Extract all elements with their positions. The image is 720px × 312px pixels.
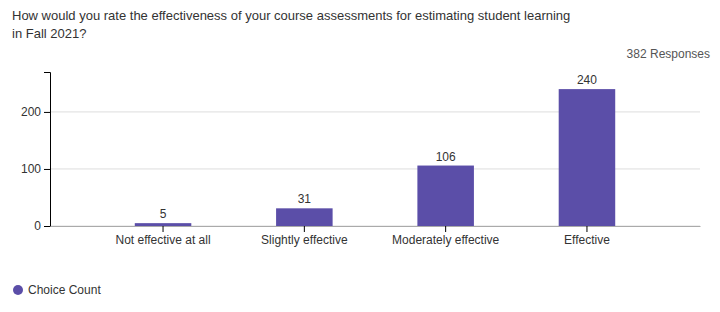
y-tick-label: 100 bbox=[21, 162, 41, 176]
y-tick: 0 bbox=[34, 219, 50, 233]
bar bbox=[559, 89, 616, 226]
legend-label: Choice Count bbox=[28, 283, 101, 297]
title: How would you rate the effectiveness of … bbox=[12, 8, 570, 23]
data-label: 240 bbox=[577, 73, 597, 87]
chart: How would you rate the effectiveness of … bbox=[0, 0, 720, 312]
marks bbox=[135, 89, 615, 226]
x-tick: Moderately effective bbox=[392, 226, 499, 247]
x-tick: Not effective at all bbox=[115, 226, 210, 247]
x-tick-label: Moderately effective bbox=[392, 233, 499, 247]
legend-marker bbox=[13, 285, 23, 295]
x-tick-mark bbox=[304, 226, 305, 232]
x-tick-mark bbox=[445, 226, 446, 232]
y-axis-line bbox=[44, 73, 51, 227]
data-label: 31 bbox=[298, 192, 312, 206]
annotation: 382 Responses bbox=[627, 47, 710, 61]
x-tick-label: Effective bbox=[564, 233, 610, 247]
x-axis-line bbox=[51, 226, 701, 227]
data-labels: 5 31 106 240 bbox=[160, 73, 598, 221]
y-tick-mark bbox=[44, 112, 50, 113]
data-label: 5 bbox=[160, 207, 167, 221]
bar bbox=[276, 208, 333, 226]
y-tick-label: 0 bbox=[34, 219, 41, 233]
x-tick: Effective bbox=[564, 226, 610, 247]
plot: 0 100 200 Not effective at all Slightly effe… bbox=[21, 73, 701, 247]
bar bbox=[135, 223, 192, 226]
y-tick-label: 200 bbox=[21, 105, 41, 119]
y-axis: 0 100 200 bbox=[21, 73, 51, 234]
title: in Fall 2021? bbox=[12, 26, 86, 41]
data-label: 106 bbox=[436, 150, 456, 164]
y-tick: 100 bbox=[21, 162, 50, 176]
x-tick: Slightly effective bbox=[261, 226, 348, 247]
legend: Choice Count bbox=[13, 283, 101, 297]
x-tick-label: Slightly effective bbox=[261, 233, 348, 247]
x-tick-mark bbox=[163, 226, 164, 232]
y-tick-mark bbox=[44, 226, 50, 227]
y-tick: 200 bbox=[21, 105, 50, 119]
legend-item: Choice Count bbox=[13, 283, 101, 297]
x-axis: Not effective at all Slightly effective Mo… bbox=[51, 226, 701, 247]
bar bbox=[417, 166, 474, 226]
x-tick-label: Not effective at all bbox=[115, 233, 210, 247]
y-tick-mark bbox=[44, 169, 50, 170]
x-tick-mark bbox=[586, 226, 587, 232]
